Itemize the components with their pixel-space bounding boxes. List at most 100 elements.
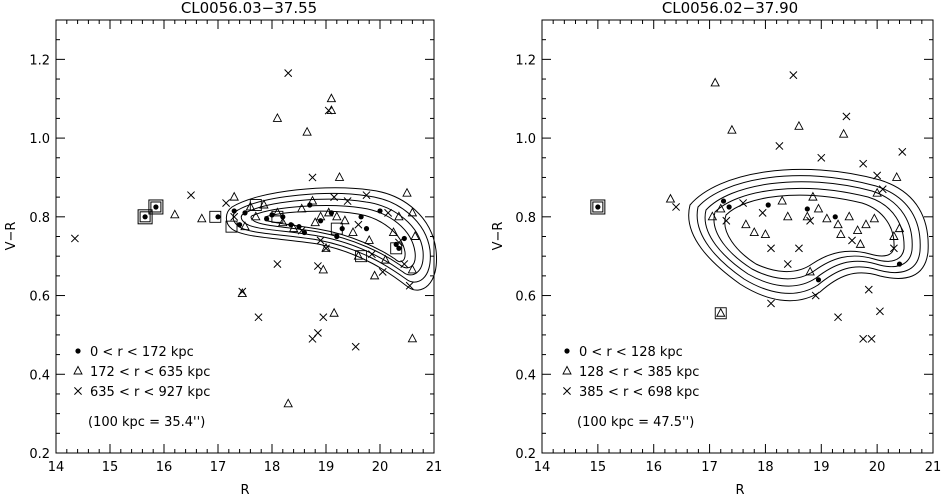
y-tick-label: 1.0 [515,132,536,147]
point-dot [264,216,270,222]
y-tick-label: 0.4 [515,368,536,383]
point-boxed-dot-outer [137,209,153,225]
point-cross [758,208,767,217]
panel-left-ylabel: V−R [4,222,19,251]
point-triangle [323,207,334,217]
point-triangle [229,191,239,201]
point-triangle [836,229,846,238]
panel-right-title: CL0056.02−37.90 [662,0,798,17]
point-cross [319,313,328,322]
point-dot [358,214,364,220]
y-tick-label: 0.6 [515,290,536,305]
point-cross [313,328,322,337]
point-cross [783,260,792,269]
point-cross [875,307,884,316]
contour-level-2 [696,175,921,294]
legend-1: 0 < r < 128 kpc 128 < r < 385 kpc 385 < r … [562,345,699,400]
contour-level-5 [264,210,406,263]
point-cross [273,260,282,269]
legend-marker-triangle [562,365,572,375]
axes-0: 14 15 16 17 18 19 20 21 0.2 0.4 0.6 0.8 1.0 1.2 [29,19,442,475]
point-cross [354,220,363,229]
panel-right-legend-note: (100 kpc = 47.5'') [577,415,694,430]
contour-level-1 [688,168,929,302]
x-tick-label: 18 [757,460,774,475]
point-triangle [894,223,905,233]
point-cross [324,106,333,115]
point-triangle [777,195,787,205]
point-boxed-dot-inner [592,201,604,213]
x-tick-label: 18 [264,460,281,475]
legend-marker-dot [564,348,570,354]
point-triangle [813,203,824,213]
panel-right-ylabel: V−R [491,222,506,251]
legend-label: 0 < r < 172 kpc [90,345,194,360]
legend-label: 385 < r < 698 kpc [579,385,699,400]
point-boxed-dot-outer [590,199,606,215]
panel-right: CL0056.02−37.90 R V−R (100 kpc = 47.5'')… [491,0,941,498]
point-cross [739,199,748,207]
x-tick-label: 21 [925,460,942,475]
point-cross [400,260,409,269]
axes-1: 14 15 16 17 18 19 20 21 0.2 0.4 0.6 0.8 1.0 1.2 [515,19,942,475]
point-triangle [861,219,871,229]
x-tick-label: 19 [318,460,335,475]
y-tick-label: 0.8 [515,211,536,226]
point-triangle [838,128,849,138]
point-triangle [822,213,832,223]
point-triangle [783,211,793,221]
legend-marker-dot [75,348,81,354]
point-boxed-dot [137,209,153,225]
point-triangle [715,307,726,317]
point-triangle [727,124,737,134]
point-triangle [340,215,350,225]
point-triangle [332,211,342,221]
point-dot [726,204,732,210]
point-cross [889,244,898,253]
point-triangle [855,238,866,248]
point-dot [296,224,302,230]
point-dot [215,214,221,220]
point-dot [804,206,810,212]
point-boxed-dot-inner [150,201,162,213]
point-dot [142,214,148,220]
x-tick-label: 14 [534,460,551,475]
point-cross [238,287,247,296]
point-cross [343,197,352,206]
point-cross [722,216,731,225]
point-triangle [407,264,418,274]
point-triangle [272,207,283,217]
point-box [390,242,403,255]
legend-marker-cross [563,387,571,395]
contour-level-5 [724,194,895,272]
point-cross [254,313,263,322]
point-triangle [307,195,318,205]
point-cross [867,334,876,343]
point-box [714,307,727,320]
point-cross [811,291,820,300]
point-triangle [170,209,180,219]
point-dot [401,235,407,242]
point-cross [367,250,376,259]
point-dot [334,233,340,240]
point-dot [301,229,307,236]
point-triangle [237,288,248,298]
point-triangle [891,171,902,181]
panel-left: CL0056.03−37.55 R V−R (100 kpc = 35.4'')… [4,0,442,498]
x-tick-label: 15 [102,460,119,475]
point-triangle [348,227,358,237]
point-cross [817,153,826,162]
point-dot [720,198,727,204]
contour-level-3 [240,198,424,276]
point-triangle [315,211,326,221]
point-triangle [410,231,420,240]
x-tick-label: 20 [869,460,886,475]
point-triangle [369,270,380,280]
point-triangle [402,187,412,197]
point-cross [222,199,231,207]
legend-label: 128 < r < 385 kpc [579,365,699,380]
point-cross [378,267,387,276]
point-triangle [394,211,404,221]
point-triangle [310,217,320,227]
